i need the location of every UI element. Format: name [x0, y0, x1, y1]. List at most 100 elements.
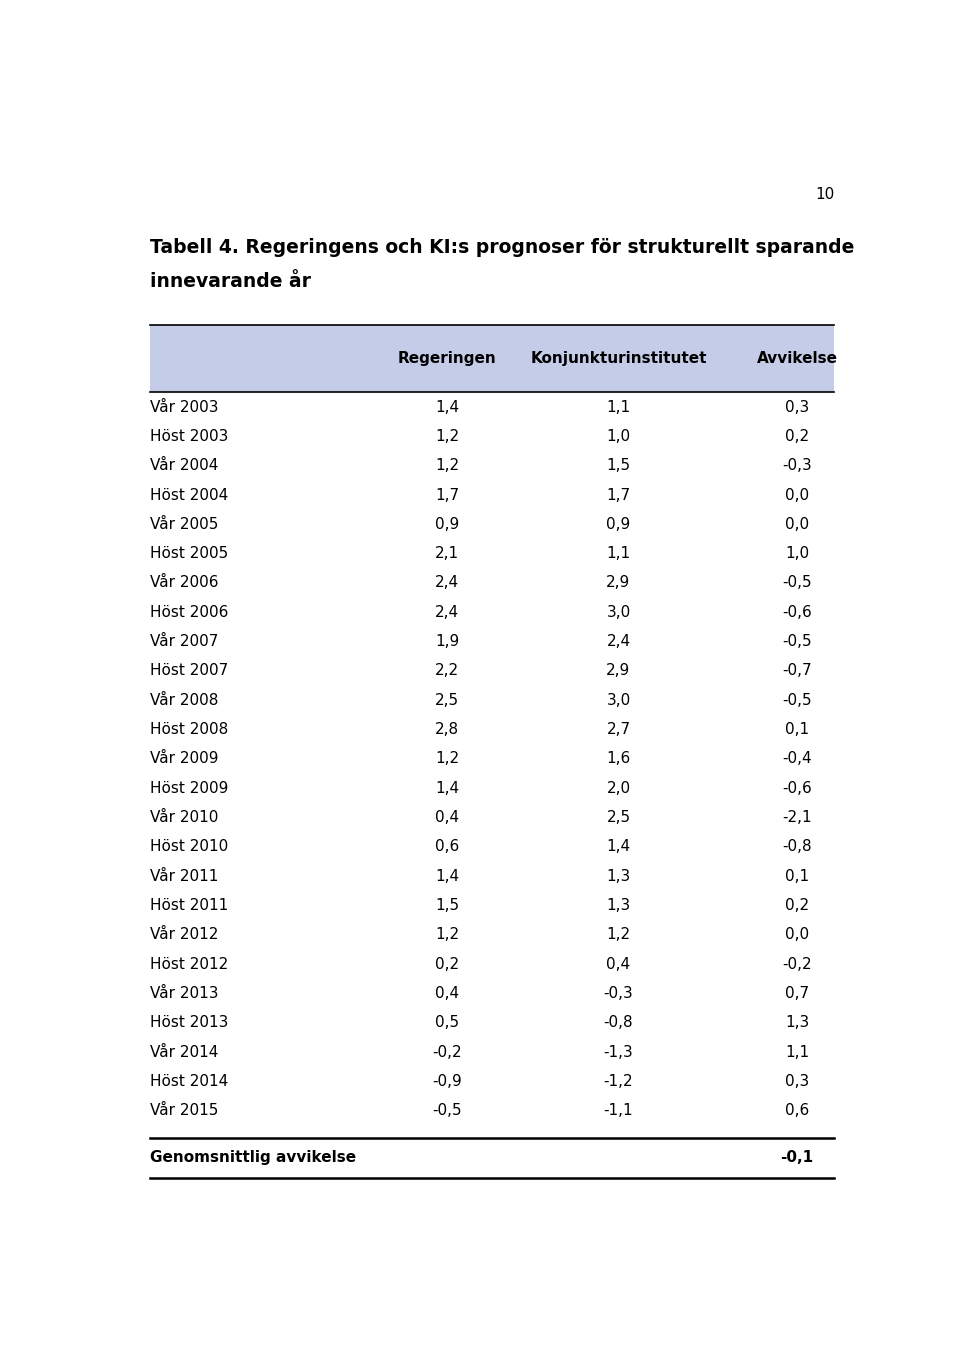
Text: 2,1: 2,1 — [435, 546, 460, 561]
Text: 2,4: 2,4 — [607, 635, 631, 650]
Text: 1,5: 1,5 — [607, 458, 631, 473]
Text: 2,5: 2,5 — [607, 810, 631, 824]
Text: 3,0: 3,0 — [607, 605, 631, 620]
Text: Höst 2009: Höst 2009 — [150, 781, 228, 796]
Text: Höst 2011: Höst 2011 — [150, 898, 228, 913]
Text: 2,5: 2,5 — [435, 693, 460, 708]
Text: 2,0: 2,0 — [607, 781, 631, 796]
Text: Vår 2005: Vår 2005 — [150, 517, 218, 532]
Text: 0,2: 0,2 — [435, 956, 460, 972]
Text: Vår 2007: Vår 2007 — [150, 635, 218, 650]
Text: 1,0: 1,0 — [607, 428, 631, 443]
Text: 1,4: 1,4 — [435, 400, 460, 415]
Text: 0,3: 0,3 — [785, 400, 809, 415]
Text: -0,1: -0,1 — [780, 1150, 814, 1165]
Text: 1,7: 1,7 — [607, 488, 631, 503]
Text: -0,5: -0,5 — [782, 635, 812, 650]
Text: Höst 2004: Höst 2004 — [150, 488, 228, 503]
Text: 1,3: 1,3 — [607, 898, 631, 913]
Text: Höst 2012: Höst 2012 — [150, 956, 228, 972]
Text: -0,5: -0,5 — [782, 575, 812, 590]
Text: 1,2: 1,2 — [435, 928, 460, 942]
Text: 2,4: 2,4 — [435, 575, 460, 590]
Text: 0,0: 0,0 — [785, 517, 809, 532]
Text: Vår 2004: Vår 2004 — [150, 458, 218, 473]
Text: Höst 2014: Höst 2014 — [150, 1074, 228, 1089]
Text: Vår 2013: Vår 2013 — [150, 986, 218, 1001]
Text: 1,4: 1,4 — [607, 839, 631, 854]
Text: 0,7: 0,7 — [785, 986, 809, 1001]
Text: -1,3: -1,3 — [604, 1044, 634, 1059]
Text: -0,7: -0,7 — [782, 663, 812, 678]
Text: 1,5: 1,5 — [435, 898, 460, 913]
Text: -0,6: -0,6 — [782, 605, 812, 620]
Text: -0,6: -0,6 — [782, 781, 812, 796]
Text: Vår 2010: Vår 2010 — [150, 810, 218, 824]
Text: 1,0: 1,0 — [785, 546, 809, 561]
Text: Vår 2014: Vår 2014 — [150, 1044, 218, 1059]
Text: 0,5: 0,5 — [435, 1016, 460, 1031]
Text: Konjunkturinstitutet: Konjunkturinstitutet — [530, 351, 707, 366]
Text: 0,2: 0,2 — [785, 898, 809, 913]
Text: -0,5: -0,5 — [433, 1104, 462, 1119]
Text: Höst 2007: Höst 2007 — [150, 663, 228, 678]
Text: 0,9: 0,9 — [435, 517, 460, 532]
Text: -0,3: -0,3 — [782, 458, 812, 473]
Text: 1,2: 1,2 — [435, 751, 460, 766]
Text: 2,9: 2,9 — [607, 575, 631, 590]
Text: 0,4: 0,4 — [435, 986, 460, 1001]
Text: Avvikelse: Avvikelse — [756, 351, 837, 366]
Text: 0,4: 0,4 — [435, 810, 460, 824]
Text: -0,2: -0,2 — [782, 956, 812, 972]
Text: Vår 2003: Vår 2003 — [150, 400, 218, 415]
Text: Vår 2006: Vår 2006 — [150, 575, 218, 590]
Text: innevarande år: innevarande år — [150, 273, 311, 292]
Text: Vår 2015: Vår 2015 — [150, 1104, 218, 1119]
Bar — [150, 324, 834, 392]
Text: -1,1: -1,1 — [604, 1104, 634, 1119]
Text: -0,3: -0,3 — [604, 986, 634, 1001]
Text: 1,4: 1,4 — [435, 869, 460, 884]
Text: 1,2: 1,2 — [607, 928, 631, 942]
Text: Höst 2003: Höst 2003 — [150, 428, 228, 443]
Text: 0,1: 0,1 — [785, 723, 809, 738]
Text: 0,6: 0,6 — [785, 1104, 809, 1119]
Text: 0,2: 0,2 — [785, 428, 809, 443]
Text: 1,7: 1,7 — [435, 488, 460, 503]
Text: Höst 2008: Höst 2008 — [150, 723, 228, 738]
Text: 1,3: 1,3 — [607, 869, 631, 884]
Text: Genomsnittlig avvikelse: Genomsnittlig avvikelse — [150, 1150, 356, 1165]
Text: -2,1: -2,1 — [782, 810, 812, 824]
Text: -0,9: -0,9 — [433, 1074, 462, 1089]
Text: 1,6: 1,6 — [607, 751, 631, 766]
Text: 10: 10 — [815, 187, 834, 202]
Text: -0,5: -0,5 — [782, 693, 812, 708]
Text: 0,0: 0,0 — [785, 488, 809, 503]
Text: 1,3: 1,3 — [785, 1016, 809, 1031]
Text: 0,3: 0,3 — [785, 1074, 809, 1089]
Text: Vår 2011: Vår 2011 — [150, 869, 218, 884]
Text: 0,6: 0,6 — [435, 839, 460, 854]
Text: 2,2: 2,2 — [435, 663, 460, 678]
Text: Vår 2009: Vår 2009 — [150, 751, 218, 766]
Text: -1,2: -1,2 — [604, 1074, 634, 1089]
Text: 1,2: 1,2 — [435, 428, 460, 443]
Text: 2,9: 2,9 — [607, 663, 631, 678]
Text: -0,2: -0,2 — [433, 1044, 462, 1059]
Text: 2,7: 2,7 — [607, 723, 631, 738]
Text: Höst 2005: Höst 2005 — [150, 546, 228, 561]
Text: 3,0: 3,0 — [607, 693, 631, 708]
Text: -0,8: -0,8 — [604, 1016, 634, 1031]
Text: Höst 2013: Höst 2013 — [150, 1016, 228, 1031]
Text: 2,4: 2,4 — [435, 605, 460, 620]
Text: 1,1: 1,1 — [785, 1044, 809, 1059]
Text: -0,4: -0,4 — [782, 751, 812, 766]
Text: 1,2: 1,2 — [435, 458, 460, 473]
Text: 1,9: 1,9 — [435, 635, 460, 650]
Text: 1,4: 1,4 — [435, 781, 460, 796]
Text: Höst 2010: Höst 2010 — [150, 839, 228, 854]
Text: Vår 2012: Vår 2012 — [150, 928, 218, 942]
Text: Tabell 4. Regeringens och KI:s prognoser för strukturellt sparande: Tabell 4. Regeringens och KI:s prognoser… — [150, 237, 854, 256]
Text: 0,9: 0,9 — [607, 517, 631, 532]
Text: 2,8: 2,8 — [435, 723, 460, 738]
